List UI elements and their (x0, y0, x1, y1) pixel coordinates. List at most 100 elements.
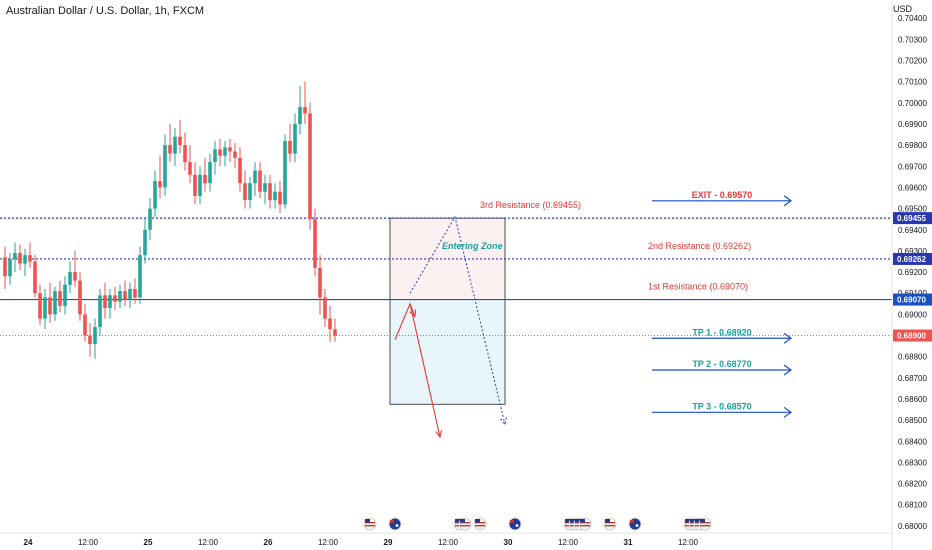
candle (118, 284, 122, 309)
candle-body (228, 147, 232, 152)
targets: EXIT - 0.69570 TP 1 - 0.68920 TP 2 - 0.687… (652, 190, 793, 418)
candle (158, 155, 162, 199)
candle-body (68, 272, 72, 285)
candle (48, 282, 52, 323)
candle (88, 322, 92, 357)
candle-body (103, 295, 107, 309)
time-tick-label: 12:00 (558, 538, 579, 547)
candle-body (323, 297, 327, 319)
au-flag-icon[interactable] (388, 517, 402, 531)
time-tick-label: 12:00 (438, 538, 459, 547)
time-tick-label: 12:00 (198, 538, 219, 547)
us-flag-icon[interactable] (458, 517, 472, 531)
candle-body (98, 295, 102, 328)
candle-body (313, 219, 317, 268)
arrowhead (409, 309, 417, 318)
flag-canton (700, 519, 705, 523)
flag-canton (695, 519, 700, 523)
price-tick-label: 0.70300 (898, 35, 927, 44)
candle (108, 288, 112, 319)
target-label: TP 3 - 0.68570 (692, 401, 751, 411)
candle-body (43, 297, 47, 319)
candle-body (333, 329, 337, 336)
candle-body (278, 191, 282, 205)
candle (63, 276, 67, 315)
candle (323, 288, 327, 328)
candle-body (83, 314, 87, 336)
price-badge[interactable]: 0.69262 (893, 252, 932, 265)
price-tick-label: 0.70400 (898, 14, 927, 23)
candle-body (163, 145, 167, 188)
price-badge[interactable]: 0.68900 (893, 329, 932, 342)
price-tick-label: 0.69900 (898, 120, 927, 129)
flag-canton (570, 519, 575, 523)
tp-target: TP 1 - 0.68920 (652, 327, 793, 344)
exit-target: EXIT - 0.69570 (652, 190, 793, 207)
candle-body (308, 113, 312, 220)
candle (213, 140, 217, 175)
candle (273, 183, 277, 209)
flag-canton (580, 519, 585, 523)
au-flag-icon[interactable] (628, 517, 642, 531)
price-tick-label: 0.68800 (898, 353, 927, 362)
us-flag-icon[interactable] (603, 517, 617, 531)
candle (23, 248, 27, 277)
candle (28, 242, 32, 268)
price-tick-label: 0.70000 (898, 99, 927, 108)
flag-canton (475, 519, 480, 523)
us-flag-icon[interactable] (698, 517, 712, 531)
time-axis[interactable]: 24 12:00 25 12:00 26 12:00 29 12:00 30 12:00 31 12:… (0, 532, 892, 547)
candle-body (203, 174, 207, 184)
au-flag-icon[interactable] (508, 517, 522, 531)
flag-stripe (365, 525, 375, 527)
candle-body (213, 149, 217, 163)
candle-body (293, 123, 297, 154)
candle (253, 162, 257, 196)
candle-body (273, 191, 277, 201)
candle-body (73, 272, 77, 281)
event-markers[interactable] (363, 517, 712, 531)
candle (278, 181, 282, 213)
candle (308, 102, 312, 230)
price-tick-label: 0.69600 (898, 183, 927, 192)
candle (203, 157, 207, 192)
candle-body (123, 291, 127, 300)
resistance-label: 3rd Resistance (0.69455) (480, 200, 581, 210)
candle-body (248, 183, 252, 201)
candle (113, 286, 117, 311)
candle (333, 318, 337, 342)
price-badge-label: 0.69070 (897, 296, 926, 305)
candle-body (318, 267, 322, 298)
candle-body (88, 335, 92, 344)
candle (93, 318, 97, 359)
flag-disc (388, 517, 402, 531)
price-tick-label: 0.68700 (898, 374, 927, 383)
price-badge[interactable]: 0.69070 (893, 293, 932, 306)
candle (258, 162, 262, 199)
flag-canton (685, 519, 690, 523)
flag-stripe (700, 522, 710, 524)
price-badge[interactable]: 0.69455 (893, 212, 932, 225)
currency-label: USD (892, 4, 912, 14)
candle-body (18, 253, 22, 264)
flag-stripe (475, 525, 485, 527)
us-flag-icon[interactable] (473, 517, 487, 531)
candle (243, 170, 247, 209)
candle-body (238, 157, 242, 184)
time-tick-label: 12:00 (78, 538, 99, 547)
price-tick-label: 0.69400 (898, 226, 927, 235)
time-tick-label: 29 (384, 538, 393, 547)
candle-body (183, 145, 187, 163)
candle-body (53, 291, 57, 315)
flag-jack (510, 520, 514, 523)
us-flag-icon[interactable] (363, 517, 377, 531)
flag-canton (460, 519, 465, 523)
candle-body (288, 140, 292, 154)
candle (218, 138, 222, 167)
price-axis[interactable]: 0.68000 0.68100 0.68200 0.68300 0.68400 0.685… (891, 0, 932, 550)
candle (283, 134, 287, 209)
us-flag-icon[interactable] (578, 517, 592, 531)
candle-body (258, 170, 262, 192)
price-tick-label: 0.70100 (898, 78, 927, 87)
